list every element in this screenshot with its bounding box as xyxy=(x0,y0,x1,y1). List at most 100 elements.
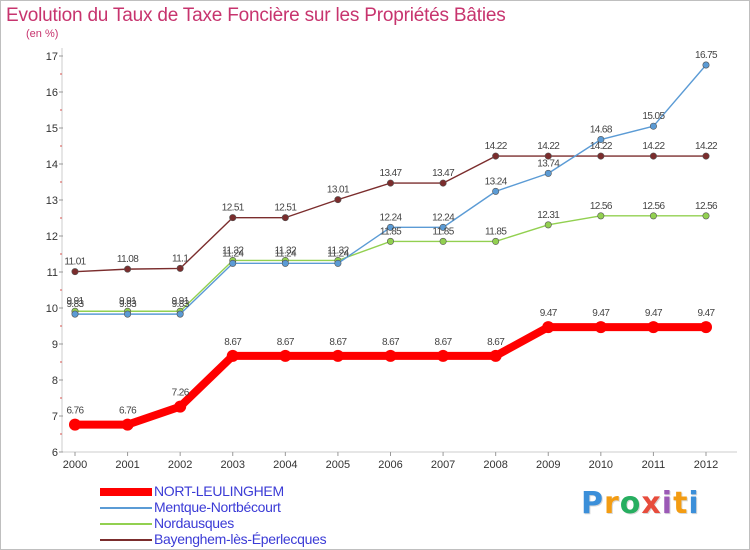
data-point xyxy=(544,221,552,229)
data-point xyxy=(649,122,657,130)
data-point xyxy=(229,259,237,267)
y-tick-label: 10 xyxy=(46,303,58,315)
data-point xyxy=(542,321,555,334)
data-label: 12.31 xyxy=(537,210,560,221)
x-tick-label: 2003 xyxy=(221,459,245,471)
legend-swatch-bayenghem-les-eperlecques xyxy=(100,539,152,541)
data-label: 13.74 xyxy=(537,158,560,169)
data-point xyxy=(69,418,81,431)
logo-letter: P xyxy=(581,486,604,521)
data-label: 12.56 xyxy=(695,201,718,212)
y-tick-label: 14 xyxy=(46,159,58,171)
data-point xyxy=(279,349,292,362)
y-axis-unit-label: (en %) xyxy=(26,28,59,40)
data-label: 9.47 xyxy=(645,308,663,319)
data-label: 9.47 xyxy=(697,308,715,319)
data-point xyxy=(492,237,500,245)
legend-label: Bayenghem-lès-Éperlecques xyxy=(154,531,327,547)
data-point xyxy=(594,321,607,334)
axes: 6 7 8 9 10 11 12 13 14 15 16 17 2000 2001 2002 2003 2004… xyxy=(46,48,737,471)
data-labels-layer: 11.01 11.08 11.1 12.51 12.51 13.01 13.47 13.47 1… xyxy=(64,50,718,417)
data-label: 11.32 xyxy=(222,245,244,256)
data-label: 9.91 xyxy=(66,296,84,307)
y-tick-label: 6 xyxy=(52,447,58,459)
data-label: 8.67 xyxy=(224,337,242,348)
legend-swatch-nordausques xyxy=(100,523,152,525)
y-tick-label: 15 xyxy=(46,123,58,135)
y-tick-label: 8 xyxy=(52,375,58,387)
data-point xyxy=(597,212,605,220)
data-point xyxy=(437,349,450,362)
data-label: 8.67 xyxy=(277,337,295,348)
data-label: 11.32 xyxy=(275,245,297,256)
series-mentque-nortb-court xyxy=(71,61,710,318)
y-tick-label: 12 xyxy=(46,231,58,243)
data-label: 7.26 xyxy=(172,388,190,399)
series-line xyxy=(74,64,707,315)
data-point xyxy=(386,237,394,245)
data-label: 11.32 xyxy=(327,245,349,256)
y-tick-label: 11 xyxy=(47,267,58,279)
data-point xyxy=(489,349,502,362)
y-tick-label: 17 xyxy=(46,51,58,63)
data-label: 11.01 xyxy=(64,257,86,268)
data-point xyxy=(439,179,447,187)
data-point xyxy=(649,152,657,160)
data-point xyxy=(384,349,397,362)
data-point xyxy=(649,212,657,220)
data-label: 14.22 xyxy=(642,141,665,152)
data-label: 9.83 xyxy=(66,299,84,310)
x-tick-label: 2007 xyxy=(431,459,455,471)
data-point xyxy=(174,400,187,413)
data-label: 6.76 xyxy=(119,406,137,417)
data-point xyxy=(334,196,342,204)
data-point xyxy=(281,259,289,267)
data-label: 11.85 xyxy=(485,226,507,237)
chart-title: Evolution du Taux de Taxe Foncière sur l… xyxy=(6,5,506,26)
x-tick-label: 2008 xyxy=(483,459,507,471)
data-label: 9.91 xyxy=(172,296,190,307)
data-label: 12.24 xyxy=(379,212,402,223)
series-layer xyxy=(69,61,712,431)
data-label: 16.75 xyxy=(695,50,718,61)
data-point xyxy=(647,321,660,334)
data-point xyxy=(597,136,605,144)
legend-swatch-nort-leulinghem xyxy=(100,488,152,496)
data-label: 9.83 xyxy=(172,299,190,310)
logo-letter: x xyxy=(641,486,662,521)
data-label: 11.1 xyxy=(172,253,189,264)
x-tick-label: 2000 xyxy=(63,459,87,471)
data-label: 14.22 xyxy=(485,141,508,152)
data-point xyxy=(71,310,79,318)
legend-label: Mentque-Nortbécourt xyxy=(154,499,281,515)
data-point xyxy=(492,152,500,160)
data-point xyxy=(544,152,552,160)
x-tick-label: 2006 xyxy=(378,459,402,471)
data-label: 14.22 xyxy=(537,141,560,152)
data-label: 13.01 xyxy=(327,185,350,196)
data-label: 11.24 xyxy=(327,248,349,259)
x-tick-label: 2010 xyxy=(589,459,613,471)
data-label: 12.51 xyxy=(274,203,297,214)
data-point xyxy=(281,214,289,222)
y-tick-label: 16 xyxy=(46,87,58,99)
data-point xyxy=(702,152,710,160)
data-label: 8.67 xyxy=(487,337,505,348)
x-tick-label: 2004 xyxy=(273,459,297,471)
data-point xyxy=(386,179,394,187)
data-point xyxy=(226,349,239,362)
y-tick-label: 7 xyxy=(52,411,58,423)
x-tick-label: 2012 xyxy=(694,459,718,471)
data-point xyxy=(121,418,134,431)
logo-letter: i xyxy=(688,486,700,521)
data-point xyxy=(124,265,132,273)
data-label: 9.83 xyxy=(119,299,137,310)
data-point xyxy=(702,61,710,69)
x-tick-label: 2009 xyxy=(536,459,560,471)
data-label: 13.47 xyxy=(379,168,402,179)
data-label: 9.47 xyxy=(592,308,610,319)
data-label: 12.56 xyxy=(590,201,613,212)
legend-label: NORT-LEULINGHEM xyxy=(154,483,284,499)
